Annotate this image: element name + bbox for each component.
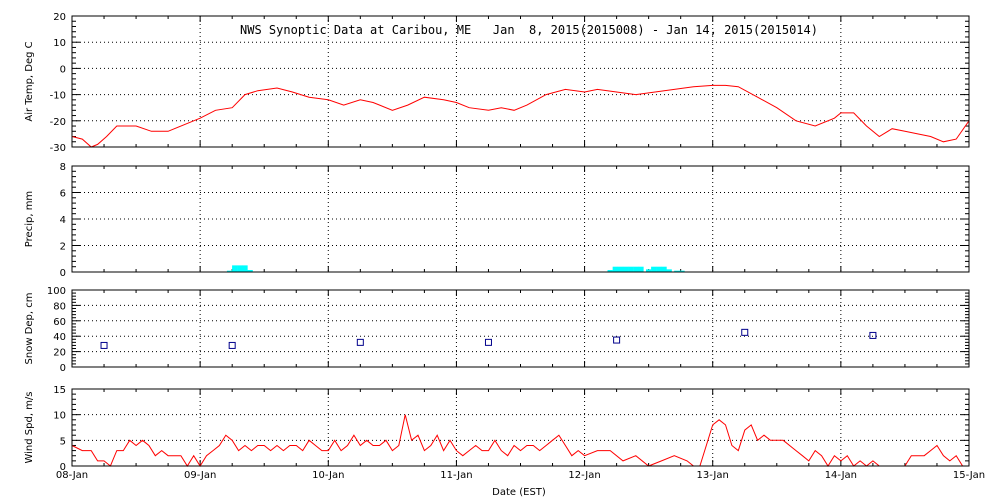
x-tick-label: 09-Jan: [184, 470, 216, 481]
y-tick-label: 10: [53, 38, 66, 49]
snow-depth-point: [356, 338, 364, 346]
precip-bar: [237, 265, 243, 272]
x-tick-label: 10-Jan: [312, 470, 344, 481]
x-axis-label: Date (EST): [492, 487, 546, 498]
snow-depth-point: [613, 336, 621, 344]
y-axis-label: Wind Spd, m/s: [24, 391, 35, 463]
y-tick-label: 8: [60, 162, 66, 173]
precip-bar: [622, 266, 629, 272]
precip-bar: [679, 270, 685, 272]
y-tick-label: 0: [60, 268, 66, 279]
precip-bar: [242, 265, 248, 272]
precip-bar: [247, 270, 253, 272]
plot-frame: [71, 289, 970, 368]
panel-0: -30 -20 -10 0 10 20 Air Temp, Deg C: [24, 12, 970, 154]
panel-3: 0 5 10 15 Wind Spd, m/s: [24, 385, 970, 473]
x-tick-label: 11-Jan: [440, 470, 472, 481]
y-tick-label: 5: [60, 436, 66, 447]
y-tick-label: 80: [53, 301, 66, 312]
y-tick-label: 20: [53, 12, 66, 23]
precip-bar: [661, 266, 667, 272]
plot-frame: [71, 165, 970, 273]
x-tick-label: 12-Jan: [568, 470, 600, 481]
x-tick-label: 14-Jan: [825, 470, 857, 481]
precip-bar: [617, 266, 624, 272]
series-line: [71, 84, 970, 148]
y-tick-label: 60: [53, 317, 66, 328]
y-tick-label: 6: [60, 189, 66, 200]
snow-depth-point: [484, 338, 492, 346]
precip-bar: [638, 266, 644, 272]
x-tick-label: 08-Jan: [56, 470, 88, 481]
y-tick-label: -30: [50, 143, 66, 154]
y-axis-label: Snow Dep, cm: [24, 293, 35, 365]
series-line: [71, 414, 969, 467]
snow-depth-point: [741, 328, 749, 336]
y-tick-label: 15: [53, 385, 66, 396]
panel-2: 0 20 40 60 80 100 Snow Dep, cm: [24, 286, 970, 374]
precip-bar: [645, 269, 652, 272]
precip-bar: [607, 270, 613, 272]
y-tick-label: 100: [47, 286, 66, 297]
precip-bar: [612, 266, 618, 272]
precip-bar: [226, 270, 233, 272]
plot-frame: [71, 388, 970, 467]
precip-bar: [232, 265, 238, 272]
y-axis-label: Air Temp, Deg C: [24, 41, 35, 121]
y-tick-label: -20: [50, 117, 66, 128]
x-tick-label: 15-Jan: [953, 470, 985, 481]
panel-1: 0 2 4 6 8 Precip, mm: [24, 162, 970, 279]
y-tick-label: -10: [50, 91, 66, 102]
y-tick-label: 2: [60, 242, 66, 253]
plot-frame: [71, 15, 970, 148]
y-axis-label: Precip, mm: [24, 191, 35, 247]
y-tick-label: 0: [60, 64, 66, 75]
snow-depth-point: [100, 341, 108, 349]
precip-bar: [666, 269, 672, 272]
y-tick-label: 4: [60, 215, 66, 226]
y-tick-label: 40: [53, 332, 66, 343]
y-tick-label: 0: [60, 363, 66, 374]
x-tick-label: 13-Jan: [697, 470, 729, 481]
y-tick-label: 0: [60, 462, 66, 473]
precip-bar: [651, 266, 657, 272]
precip-bar: [628, 266, 634, 272]
snow-depth-point: [228, 341, 236, 349]
y-tick-label: 20: [53, 348, 66, 359]
y-tick-label: 10: [53, 411, 66, 422]
chart-title: NWS Synoptic Data at Caribou, ME Jan 8, …: [240, 23, 818, 37]
precip-bar: [633, 266, 639, 272]
precip-bar: [674, 270, 680, 272]
snow-depth-point: [869, 331, 877, 339]
precip-bar: [656, 266, 662, 272]
